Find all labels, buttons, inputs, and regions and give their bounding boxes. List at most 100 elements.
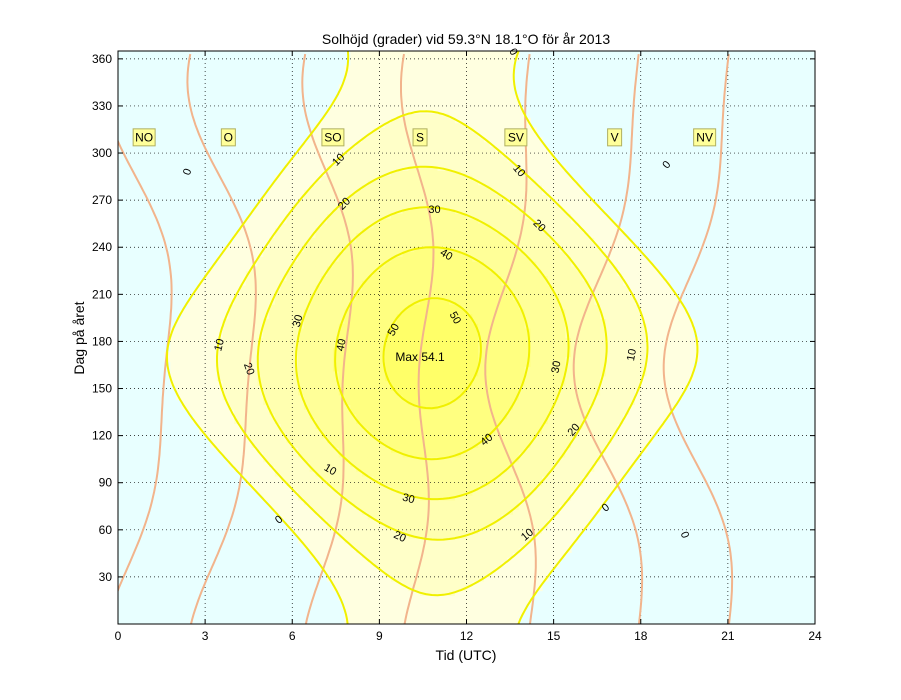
contour-fill-cell: [350, 385, 357, 391]
contour-fill-cell: [286, 347, 293, 353]
contour-fill-cell: [611, 308, 619, 315]
contour-fill-cell: [501, 590, 508, 596]
contour-fill-cell: [210, 423, 218, 429]
contour-fill-cell: [344, 366, 351, 372]
contour-fill-cell: [257, 356, 264, 362]
contour-fill-cell: [640, 404, 648, 410]
contour-fill-cell: [489, 409, 497, 415]
contour-fill-cell: [251, 480, 258, 487]
contour-fill-cell: [396, 299, 404, 305]
contour-fill-cell: [402, 433, 410, 439]
contour-fill-cell: [199, 313, 206, 319]
contour-fill-cell: [292, 456, 299, 463]
contour-fill-cell: [542, 461, 549, 468]
contour-fill-cell: [245, 289, 253, 296]
contour-fill-cell: [321, 366, 328, 372]
contour-fill-cell: [350, 581, 357, 587]
contour-fill-cell: [489, 485, 497, 491]
contour-fill-cell: [210, 437, 218, 444]
contour-fill-cell: [344, 413, 351, 420]
contour-fill-cell: [623, 452, 630, 458]
contour-fill-cell: [420, 428, 427, 434]
contour-fill-cell: [512, 308, 520, 315]
contour-fill-cell: [623, 394, 630, 401]
contour-fill-cell: [547, 413, 555, 420]
contour-fill-cell: [332, 456, 340, 463]
contour-fill-cell: [454, 413, 462, 420]
contour-fill-cell: [350, 461, 357, 468]
contour-fill-cell: [594, 366, 601, 372]
contour-fill-cell: [675, 356, 683, 362]
contour-fill-cell: [600, 390, 607, 396]
contour-fill-cell: [495, 313, 502, 319]
contour-fill-cell: [361, 404, 369, 410]
contour-fill-cell: [565, 428, 572, 434]
contour-fill-cell: [483, 609, 491, 616]
contour-fill-cell: [408, 366, 415, 372]
contour-fill-cell: [245, 318, 253, 324]
contour-fill-cell: [542, 514, 549, 520]
contour-fill-cell: [181, 313, 189, 319]
contour-fill-cell: [507, 347, 514, 353]
contour-fill-cell: [454, 561, 462, 568]
contour-fill-cell: [512, 356, 520, 362]
contour-fill-cell: [466, 294, 473, 300]
contour-fill-cell: [588, 399, 595, 405]
contour-fill-cell: [286, 294, 293, 300]
contour-fill-cell: [576, 428, 584, 434]
contour-fill-cell: [367, 299, 375, 305]
contour-fill-cell: [640, 375, 648, 382]
contour-fill-cell: [367, 380, 375, 386]
contour-fill-cell: [373, 514, 380, 520]
contour-fill-cell: [582, 461, 590, 468]
contour-fill-cell: [303, 466, 311, 472]
contour-fill-cell: [512, 480, 520, 487]
contour-fill-cell: [582, 323, 590, 329]
contour-fill-cell: [478, 566, 485, 573]
contour-fill-cell: [239, 332, 247, 339]
contour-fill-cell: [466, 514, 473, 520]
contour-fill-cell: [286, 499, 293, 506]
contour-fill-cell: [327, 471, 334, 477]
contour-fill-cell: [385, 542, 392, 549]
contour-fill-cell: [588, 418, 595, 425]
contour-fill-cell: [437, 566, 444, 573]
contour-fill-cell: [222, 337, 229, 343]
contour-fill-cell: [356, 313, 363, 319]
contour-fill-cell: [321, 504, 328, 511]
contour-fill-cell: [373, 590, 380, 596]
contour-fill-cell: [257, 418, 264, 425]
contour-fill-cell: [408, 614, 415, 620]
contour-fill-cell: [309, 299, 317, 305]
contour-fill-cell: [239, 289, 247, 296]
contour-fill-cell: [210, 418, 218, 425]
contour-fill-cell: [373, 595, 380, 601]
contour-fill-cell: [274, 380, 282, 386]
contour-fill-cell: [518, 318, 526, 324]
contour-fill-cell: [303, 509, 311, 515]
contour-fill-cell: [571, 308, 578, 315]
contour-fill-cell: [547, 561, 555, 568]
contour-fill-cell: [449, 289, 456, 296]
contour-fill-cell: [483, 332, 491, 339]
contour-fill-cell: [507, 294, 514, 300]
contour-fill-cell: [379, 523, 386, 530]
contour-fill-cell: [414, 595, 421, 601]
contour-fill-cell: [199, 366, 206, 372]
contour-fill-cell: [402, 390, 410, 396]
contour-fill-cell: [286, 456, 293, 463]
contour-fill-cell: [629, 375, 636, 382]
contour-fill-cell: [321, 428, 328, 434]
contour-fill-cell: [495, 380, 502, 386]
contour-fill-cell: [559, 552, 566, 558]
contour-fill-cell: [460, 495, 468, 501]
contour-fill-cell: [542, 318, 549, 324]
contour-fill-cell: [356, 585, 363, 592]
contour-fill-cell: [512, 509, 520, 515]
contour-fill-cell: [298, 380, 305, 386]
contour-fill-cell: [344, 495, 351, 501]
contour-fill-cell: [512, 275, 520, 281]
contour-fill-cell: [582, 361, 590, 367]
contour-fill-cell: [443, 561, 450, 568]
contour-fill-cell: [605, 428, 613, 434]
